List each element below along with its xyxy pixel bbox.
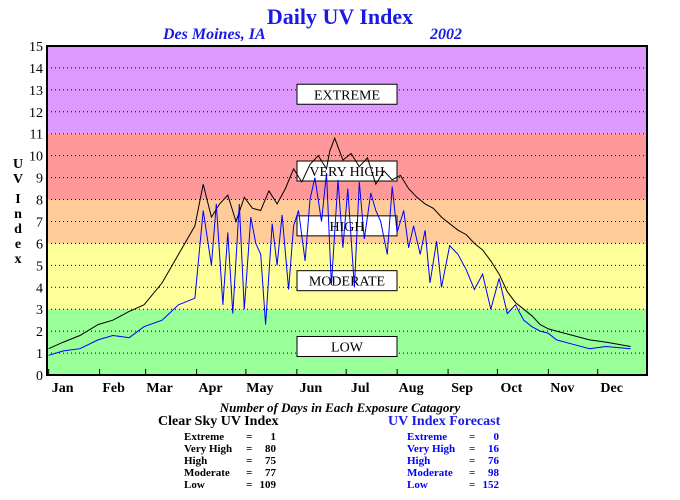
exposure-equals: = [246, 455, 253, 467]
exposure-row: Moderate = 98 [407, 467, 527, 479]
y-tick-label: 2 [36, 325, 43, 340]
band-label: HIGH [330, 220, 365, 235]
exposure-row: Low = 152 [407, 479, 527, 491]
exposure-equals: = [469, 455, 476, 467]
clear-sky-series-line [48, 136, 631, 350]
exposure-category: Low [407, 479, 428, 491]
clear-sky-heading: Clear Sky UV Index [158, 414, 279, 429]
exposure-days: 0 [493, 431, 500, 443]
exposure-category: Extreme [184, 431, 225, 443]
band-label: VERY HIGH [309, 165, 384, 180]
y-tick-label: 10 [29, 150, 43, 165]
exposure-row: Low = 109 [184, 479, 304, 491]
y-axis-label-letter: U [13, 157, 23, 172]
exposure-days: 152 [482, 479, 500, 491]
exposure-equals: = [246, 443, 253, 455]
x-tick-label: Jun [300, 381, 323, 396]
y-axis-label-letter: I [15, 192, 20, 207]
x-tick-label: Aug [399, 381, 424, 396]
exposure-days: 1 [270, 431, 277, 443]
exposure-days: 77 [265, 467, 276, 479]
exposure-category: Very High [407, 443, 456, 455]
x-tick-label: Mar [146, 381, 172, 396]
band-label-box [296, 270, 398, 292]
forecast-series-line [48, 173, 631, 356]
exposure-equals: = [246, 431, 253, 443]
exposure-category: High [184, 455, 208, 467]
y-tick-label: 15 [29, 40, 43, 55]
y-tick-label: 12 [29, 106, 43, 121]
exposure-category: High [407, 455, 431, 467]
exposure-equals: = [469, 467, 476, 479]
exposure-category: Moderate [407, 467, 453, 479]
y-axis-label-letter: x [15, 252, 22, 267]
band-label: EXTREME [314, 88, 380, 103]
y-tick-label: 7 [36, 215, 43, 230]
exposure-category: Moderate [184, 467, 230, 479]
exposure-days: 80 [265, 443, 276, 455]
band-label-box [296, 160, 398, 182]
y-tick-label: 8 [36, 194, 43, 209]
band-label-box [296, 83, 398, 105]
y-tick-label: 14 [29, 62, 43, 77]
exposure-equals: = [469, 443, 476, 455]
exposure-subtitle: Number of Days in Each Exposure Catagory [219, 400, 461, 415]
band-label: MODERATE [309, 275, 385, 290]
exposure-row: High = 75 [184, 455, 304, 467]
x-tick-label: Feb [102, 381, 125, 396]
y-tick-label: 9 [36, 172, 43, 187]
y-tick-label: 0 [36, 369, 43, 384]
exposure-equals: = [469, 479, 476, 491]
exposure-row: High = 76 [407, 455, 527, 467]
x-tick-label: Oct [501, 381, 523, 396]
x-tick-label: Sep [451, 381, 473, 396]
exposure-equals: = [246, 467, 253, 479]
y-axis-label-letter: d [14, 222, 22, 237]
exposure-days: 98 [488, 467, 499, 479]
chart-title: Daily UV Index [266, 4, 414, 29]
exposure-days: 75 [265, 455, 276, 467]
y-tick-label: 1 [36, 347, 43, 362]
exposure-category: Low [184, 479, 205, 491]
y-tick-label: 13 [29, 84, 43, 99]
forecast-heading: UV Index Forecast [388, 414, 501, 429]
band-label: LOW [331, 340, 364, 355]
year-label: 2002 [430, 26, 462, 43]
x-tick-label: Jan [52, 381, 74, 396]
band-label-box [296, 335, 398, 357]
exposure-equals: = [469, 431, 476, 443]
x-tick-label: Dec [600, 381, 623, 396]
x-tick-label: Apr [199, 381, 223, 396]
y-tick-label: 4 [36, 281, 43, 296]
exposure-days: 109 [259, 479, 277, 491]
location-label: Des Moines, IA [163, 26, 266, 43]
y-tick-label: 11 [30, 128, 43, 143]
exposure-row: Very High = 16 [407, 443, 527, 455]
exposure-row: Extreme = 1 [184, 431, 304, 443]
y-tick-label: 5 [36, 259, 43, 274]
x-tick-label: Nov [550, 381, 574, 396]
y-axis-label-letter: V [13, 172, 23, 187]
x-tick-label: May [246, 381, 273, 396]
plot-frame [46, 45, 648, 376]
y-axis-label-letter: e [15, 237, 21, 252]
exposure-row: Very High = 80 [184, 443, 304, 455]
y-tick-label: 6 [36, 237, 43, 252]
exposure-days: 16 [488, 443, 499, 455]
y-tick-label: 3 [36, 303, 43, 318]
x-tick-label: Jul [351, 381, 370, 396]
exposure-equals: = [246, 479, 253, 491]
exposure-row: Moderate = 77 [184, 467, 304, 479]
exposure-days: 76 [488, 455, 499, 467]
exposure-row: Extreme = 0 [407, 431, 527, 443]
y-axis-label-letter: n [14, 207, 22, 222]
exposure-category: Extreme [407, 431, 448, 443]
exposure-category: Very High [184, 443, 233, 455]
